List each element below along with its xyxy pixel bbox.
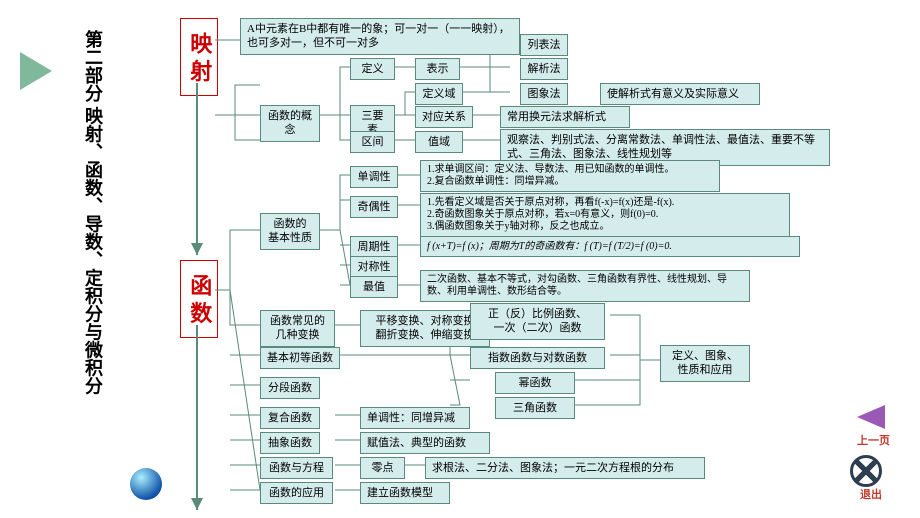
concept-interval: 区间 [350,131,395,153]
note-relation: 常用换元法求解析式 [500,106,630,128]
prop-extreme: 最值 [350,276,398,298]
play-triangle-outline [25,90,47,116]
elem-application: 函数的应用 [260,482,333,504]
exit-label: 退出 [860,486,882,502]
def-domain: 定义域 [415,83,463,105]
root-mapping: 映 射 [180,18,218,96]
sub-zero: 零点 [360,457,405,479]
concept-def: 定义 [350,58,395,80]
prev-arrow-icon[interactable] [857,405,885,429]
note-extreme: 二次函数、基本不等式，对勾函数、三角函数有界性、线性规划、导数、利用单调性、数形… [420,270,750,302]
prev-label: 上一页 [857,432,890,448]
sub-abstract: 赋值法、典型的函数 [360,432,490,454]
func-exp: 指数函数与对数函数 [470,347,605,369]
prop-parity: 奇偶性 [350,196,398,218]
func-power: 幂函数 [495,372,575,394]
rep-formula: 解析法 [520,58,568,80]
note-mono: 1.求单调区间：定义法、导数法、用已知函数的单调性。 2.复合函数单调性：同增异… [420,160,720,192]
elem-basic: 基本初等函数 [260,347,340,369]
return-button[interactable] [130,468,162,500]
sub-composite: 单调性：同增异减 [360,407,470,429]
sub-model: 建立函数模型 [360,482,450,504]
def-range: 值域 [415,131,463,153]
def-relation: 对应关系 [415,106,473,128]
note-period: f (x+T)=f (x)；周期为T的奇函数有：f (T)=f (T/2)=f … [420,236,800,257]
elem-equation: 函数与方程 [260,457,333,479]
note-domain: 使解析式有意义及实际意义 [600,83,760,105]
elem-piecewise: 分段函数 [260,377,320,399]
rep-graph: 图象法 [520,83,568,105]
elem-abstract: 抽象函数 [260,432,320,454]
props-title: 函数的 基本性质 [260,213,320,250]
def-biaoshi: 表示 [415,58,460,80]
prop-mono: 单调性 [350,166,398,188]
exit-icon[interactable] [850,455,882,487]
func-prop: 正（反）比例函数、 一次（二次）函数 [470,303,605,340]
section-title: 第二部分 映射、函数、导数、定积分与微积分 [80,30,106,500]
prop-symmetry: 对称性 [350,256,398,278]
prop-period: 周期性 [350,236,398,258]
concept-box: 函数的概念 [260,105,320,142]
note-parity: 1.先看定义域是否关于原点对称，再看f(-x)=f(x)还是-f(x). 2.奇… [420,193,790,237]
func-trig: 三角函数 [495,397,575,419]
transform-title: 函数常见的 几种变换 [260,310,335,347]
zero-note: 求根法、二分法、图象法；一元二次方程根的分布 [425,457,705,479]
play-triangle [20,52,52,90]
root-function: 函 数 [180,260,218,338]
func-note: 定义、图象、 性质和应用 [660,345,750,382]
rep-list: 列表法 [520,34,568,56]
elem-composite: 复合函数 [260,407,320,429]
mapping-definition: A中元素在B中都有唯一的象；可一对一（一一映射），也可多对一，但不可一对多 [240,18,520,55]
